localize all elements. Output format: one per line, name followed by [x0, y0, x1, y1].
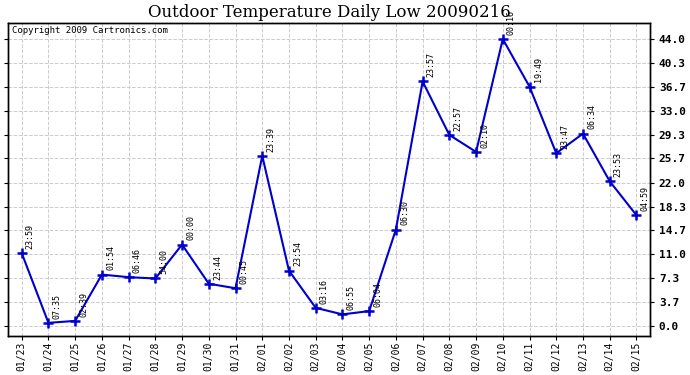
- Text: 00:00: 00:00: [186, 215, 195, 240]
- Text: 07:35: 07:35: [52, 294, 61, 319]
- Text: 54:00: 54:00: [159, 249, 168, 274]
- Text: 06:55: 06:55: [346, 285, 355, 310]
- Text: 23:54: 23:54: [293, 242, 302, 267]
- Text: 06:30: 06:30: [400, 200, 409, 225]
- Text: 06:34: 06:34: [587, 105, 596, 129]
- Text: 23:59: 23:59: [26, 224, 35, 249]
- Text: Copyright 2009 Cartronics.com: Copyright 2009 Cartronics.com: [12, 26, 168, 35]
- Text: 23:44: 23:44: [213, 255, 222, 279]
- Text: 01:54: 01:54: [106, 245, 115, 270]
- Text: 03:16: 03:16: [320, 279, 329, 304]
- Text: 22:57: 22:57: [453, 106, 462, 131]
- Text: 02:39: 02:39: [79, 292, 88, 317]
- Text: 23:39: 23:39: [266, 127, 275, 152]
- Text: 23:53: 23:53: [614, 152, 623, 177]
- Text: 02:10: 02:10: [480, 123, 489, 148]
- Text: 23:57: 23:57: [427, 52, 436, 77]
- Text: 00:16: 00:16: [507, 10, 516, 35]
- Title: Outdoor Temperature Daily Low 20090216: Outdoor Temperature Daily Low 20090216: [148, 4, 511, 21]
- Text: 04:59: 04:59: [640, 186, 649, 211]
- Text: 06:46: 06:46: [132, 248, 141, 273]
- Text: 00:45: 00:45: [239, 259, 248, 284]
- Text: 23:47: 23:47: [560, 124, 569, 149]
- Text: 19:49: 19:49: [533, 57, 543, 82]
- Text: 06:04: 06:04: [373, 282, 382, 307]
